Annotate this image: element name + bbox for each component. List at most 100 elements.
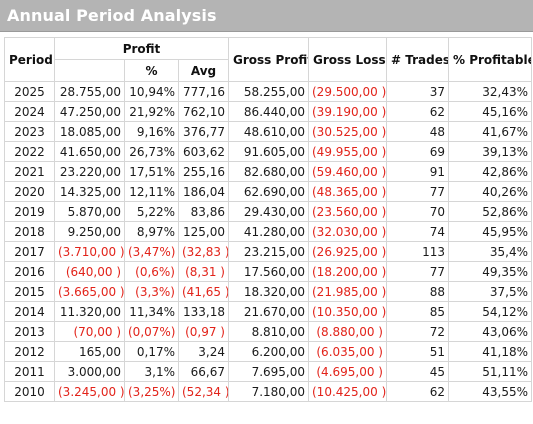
cell-period: 2011 (4, 361, 55, 382)
cell-profit: 47.250,00 (54, 101, 125, 122)
cell-gross-loss: (10.425,00 ) (308, 381, 387, 402)
cell-period: 2020 (4, 181, 55, 202)
cell-period: 2016 (4, 261, 55, 282)
table-row[interactable]: 2011 3.000,00 3,1% 66,67 7.695,00 (4.695,00 )… (4, 361, 532, 382)
cell-profit: 28.755,00 (54, 81, 125, 102)
cell-period: 2017 (4, 241, 55, 262)
table-row[interactable]: 2018 9.250,00 8,97% 125,00 41.280,00 (32.030,… (4, 221, 532, 242)
cell-pct-profitable: 41,18% (448, 341, 532, 362)
table-row[interactable]: 2017 (3.710,00 ) (3,47%) (32,83 ) 23.215,00(… (4, 241, 532, 262)
table-row[interactable]: 2023 18.085,00 9,16% 376,77 48.610,00 (30.525… (4, 121, 532, 142)
cell-pct-profitable: 51,11% (448, 361, 532, 382)
cell-gross-loss: (59.460,00 ) (308, 161, 387, 182)
cell-profit-pct: 5,22% (124, 201, 179, 222)
header-profit-avg[interactable]: Avg (178, 59, 229, 82)
table-row[interactable]: 2013 (70,00 ) (0,07%) (0,97 ) 8.810,00 (8.880… (4, 321, 532, 342)
cell-profit-pct: 3,1% (124, 361, 179, 382)
cell-gross-profit: 6.200,00 (228, 341, 309, 362)
cell-pct-profitable: 45,95% (448, 221, 532, 242)
cell-profit-avg: 186,04 (178, 181, 229, 202)
cell-gross-loss: (21.985,00 ) (308, 281, 387, 302)
cell-trades: 37 (386, 81, 449, 102)
table-body: 2025 28.755,00 10,94% 777,16 58.255,00 (29.50… (4, 81, 532, 402)
cell-trades: 85 (386, 301, 449, 322)
header-period[interactable]: Period (4, 37, 55, 82)
cell-profit-avg: 376,77 (178, 121, 229, 142)
cell-profit: 14.325,00 (54, 181, 125, 202)
cell-profit-avg: (41,65 ) (178, 281, 229, 302)
cell-trades: 51 (386, 341, 449, 362)
cell-pct-profitable: 39,13% (448, 141, 532, 162)
cell-profit-avg: (32,83 ) (178, 241, 229, 262)
table-row[interactable]: 2016 (640,00 ) (0,6%) (8,31 ) 17.560,00 (18.2… (4, 261, 532, 282)
cell-gross-profit: 7.180,00 (228, 381, 309, 402)
cell-profit-avg: (0,97 ) (178, 321, 229, 342)
header-profit-pct[interactable]: % (124, 59, 179, 82)
annual-period-table: Period Profit Gross Profit Gross Loss # … (4, 37, 532, 402)
cell-trades: 74 (386, 221, 449, 242)
cell-profit-pct: 0,17% (124, 341, 179, 362)
cell-pct-profitable: 41,67% (448, 121, 532, 142)
cell-trades: 69 (386, 141, 449, 162)
cell-trades: 45 (386, 361, 449, 382)
cell-gross-loss: (26.925,00 ) (308, 241, 387, 262)
table-row[interactable]: 2019 5.870,00 5,22% 83,86 29.430,00 (23.560,0… (4, 201, 532, 222)
table-row[interactable]: 2022 41.650,00 26,73% 603,62 91.605,00 (49.95… (4, 141, 532, 162)
table-row[interactable]: 2020 14.325,00 12,11% 186,04 62.690,00 (48.36… (4, 181, 532, 202)
cell-trades: 72 (386, 321, 449, 342)
cell-profit: (3.245,00 ) (54, 381, 125, 402)
table-row[interactable]: 2014 11.320,00 11,34% 133,18 21.670,00 (10.35… (4, 301, 532, 322)
cell-gross-loss: (18.200,00 ) (308, 261, 387, 282)
cell-gross-profit: 62.690,00 (228, 181, 309, 202)
cell-profit: (70,00 ) (54, 321, 125, 342)
table-row[interactable]: 2025 28.755,00 10,94% 777,16 58.255,00 (29.50… (4, 81, 532, 102)
cell-profit: (640,00 ) (54, 261, 125, 282)
table-row[interactable]: 2024 47.250,00 21,92% 762,10 86.440,00 (39.19… (4, 101, 532, 122)
cell-profit-avg: 133,18 (178, 301, 229, 322)
cell-gross-profit: 29.430,00 (228, 201, 309, 222)
cell-trades: 77 (386, 181, 449, 202)
cell-profit-pct: 12,11% (124, 181, 179, 202)
cell-profit-pct: (3,3%) (124, 281, 179, 302)
cell-period: 2012 (4, 341, 55, 362)
cell-trades: 48 (386, 121, 449, 142)
cell-profit-pct: 21,92% (124, 101, 179, 122)
cell-period: 2018 (4, 221, 55, 242)
cell-period: 2025 (4, 81, 55, 102)
header-pct-profitable[interactable]: % Profitable (448, 37, 532, 82)
header-profit-amount (54, 59, 125, 82)
header-trades[interactable]: # Trades (386, 37, 449, 82)
cell-pct-profitable: 49,35% (448, 261, 532, 282)
cell-gross-loss: (29.500,00 ) (308, 81, 387, 102)
cell-pct-profitable: 52,86% (448, 201, 532, 222)
cell-pct-profitable: 35,4% (448, 241, 532, 262)
cell-pct-profitable: 42,86% (448, 161, 532, 182)
cell-gross-profit: 58.255,00 (228, 81, 309, 102)
cell-gross-profit: 86.440,00 (228, 101, 309, 122)
table-row[interactable]: 2012 165,00 0,17% 3,24 6.200,00 (6.035,00 ) 51… (4, 341, 532, 362)
cell-profit: (3.665,00 ) (54, 281, 125, 302)
cell-pct-profitable: 45,16% (448, 101, 532, 122)
cell-profit-avg: 255,16 (178, 161, 229, 182)
cell-trades: 77 (386, 261, 449, 282)
cell-gross-profit: 18.320,00 (228, 281, 309, 302)
cell-profit-avg: (52,34 ) (178, 381, 229, 402)
header-gross-profit[interactable]: Gross Profit (228, 37, 309, 82)
cell-gross-loss: (39.190,00 ) (308, 101, 387, 122)
cell-trades: 62 (386, 101, 449, 122)
cell-gross-loss: (8.880,00 ) (308, 321, 387, 342)
header-gross-loss[interactable]: Gross Loss (308, 37, 387, 82)
cell-gross-loss: (23.560,00 ) (308, 201, 387, 222)
cell-trades: 91 (386, 161, 449, 182)
table-row[interactable]: 2015 (3.665,00 ) (3,3%) (41,65 ) 18.320,00 (2… (4, 281, 532, 302)
cell-profit-pct: 8,97% (124, 221, 179, 242)
cell-gross-profit: 21.670,00 (228, 301, 309, 322)
header-profit[interactable]: Profit (54, 37, 229, 60)
table-row[interactable]: 2021 23.220,00 17,51% 255,16 82.680,00 (59.46… (4, 161, 532, 182)
cell-profit-pct: 26,73% (124, 141, 179, 162)
table-row[interactable]: 2010 (3.245,00 ) (3,25%) (52,34 ) 7.180,00 (1… (4, 381, 532, 402)
cell-period: 2022 (4, 141, 55, 162)
cell-gross-profit: 8.810,00 (228, 321, 309, 342)
cell-pct-profitable: 43,06% (448, 321, 532, 342)
cell-profit-pct: 17,51% (124, 161, 179, 182)
